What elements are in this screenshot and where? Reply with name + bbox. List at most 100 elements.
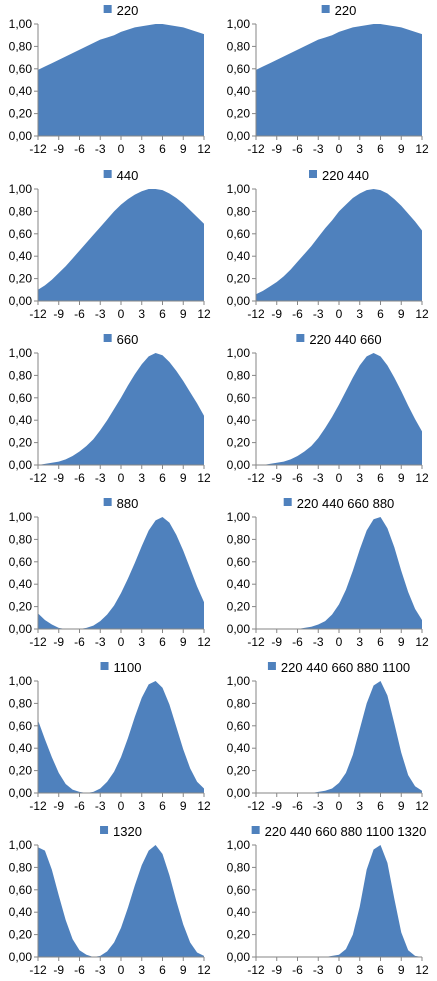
x-tick-label: 12 [415, 635, 429, 649]
x-tick-label: 6 [377, 307, 384, 321]
x-tick-label: -6 [292, 635, 303, 649]
x-tick-label: -9 [53, 307, 64, 321]
x-tick-label: 9 [180, 471, 187, 485]
y-tick-label: 0,40 [227, 905, 251, 919]
legend-label: 220 440 660 [309, 332, 381, 347]
legend-label: 660 [117, 332, 139, 347]
x-tick-label: -6 [74, 471, 85, 485]
x-tick-label: 3 [356, 142, 363, 156]
y-tick-label: 0,80 [9, 368, 33, 382]
x-tick-label: -9 [53, 471, 64, 485]
x-tick-label: -6 [74, 142, 85, 156]
y-tick-label: 0,60 [227, 555, 251, 569]
y-tick-label: 0,40 [227, 741, 251, 755]
legend-label: 220 440 [322, 168, 369, 183]
area-series [256, 517, 422, 629]
area-series [38, 681, 204, 793]
x-tick-label: 12 [415, 963, 429, 977]
y-tick-label: 0,40 [227, 249, 251, 263]
chart-5: 660 0,00 0,20 0,40 0,60 0,80 1,00 -12 -9 -6 -3 0 3 6 9… [9, 332, 211, 485]
x-tick-label: -12 [247, 307, 265, 321]
y-tick-label: 0,20 [227, 272, 251, 286]
y-tick-label: 1,00 [9, 182, 33, 196]
y-tick-label: 1,00 [227, 510, 251, 524]
x-tick-label: 12 [197, 307, 211, 321]
x-tick-label: 9 [398, 799, 405, 813]
x-tick-label: 0 [118, 635, 125, 649]
area-series [38, 353, 204, 465]
x-tick-label: 0 [118, 307, 125, 321]
x-tick-label: 9 [180, 635, 187, 649]
area-series [38, 845, 204, 957]
x-tick-label: 9 [398, 635, 405, 649]
x-tick-label: -12 [29, 142, 47, 156]
y-tick-label: 0,40 [9, 249, 33, 263]
x-tick-label: 12 [197, 963, 211, 977]
x-tick-label: -12 [29, 471, 47, 485]
y-tick-label: 0,20 [9, 107, 33, 121]
x-tick-label: -12 [247, 799, 265, 813]
x-tick-label: -9 [271, 635, 282, 649]
y-tick-label: 0,60 [9, 555, 33, 569]
y-tick-label: 0,60 [9, 719, 33, 733]
x-tick-label: 3 [356, 471, 363, 485]
y-tick-label: 1,00 [227, 346, 251, 360]
legend-swatch [103, 5, 112, 13]
x-tick-label: 6 [377, 635, 384, 649]
x-tick-label: 12 [197, 635, 211, 649]
y-tick-label: 0,80 [9, 696, 33, 710]
legend-swatch [103, 498, 112, 506]
x-tick-label: -12 [247, 142, 265, 156]
x-tick-label: -3 [95, 635, 106, 649]
y-tick-label: 0,20 [9, 928, 33, 942]
x-tick-label: 9 [398, 963, 405, 977]
legend-swatch [296, 334, 305, 342]
x-tick-label: 0 [118, 963, 125, 977]
x-tick-label: 9 [398, 307, 405, 321]
x-tick-label: -6 [292, 799, 303, 813]
x-tick-label: -9 [53, 142, 64, 156]
legend-label: 220 440 660 880 1100 1320 [265, 824, 427, 839]
area-series [38, 517, 204, 629]
x-tick-label: 6 [377, 963, 384, 977]
x-tick-label: 6 [159, 142, 166, 156]
x-tick-label: -9 [271, 307, 282, 321]
area-series [256, 189, 422, 301]
chart-11: 1320 0,00 0,20 0,40 0,60 0,80 1,00 -12 -9 -6 -3 0 3 6… [9, 824, 211, 977]
x-tick-label: 12 [197, 799, 211, 813]
x-tick-label: -12 [29, 799, 47, 813]
y-tick-label: 0,00 [9, 129, 33, 143]
x-tick-label: 9 [180, 142, 187, 156]
y-tick-label: 0,20 [227, 600, 251, 614]
legend-label: 1100 [114, 660, 142, 675]
y-tick-label: 0,80 [9, 204, 33, 218]
legend-label: 440 [117, 168, 139, 183]
x-tick-label: 0 [336, 963, 343, 977]
chart-1: 220 0,00 0,20 0,40 0,60 0,80 1,00 -12 -9 -6 -3 0 3 6 9… [9, 3, 211, 156]
y-tick-label: 0,20 [9, 764, 33, 778]
x-tick-label: -12 [247, 963, 265, 977]
x-tick-label: 6 [159, 799, 166, 813]
x-tick-label: 3 [138, 799, 145, 813]
legend-swatch [267, 662, 276, 670]
x-tick-label: -6 [74, 799, 85, 813]
chart-3: 440 0,00 0,20 0,40 0,60 0,80 1,00 -12 -9 -6 -3 0 3 6 9… [9, 168, 211, 321]
legend-swatch [309, 170, 317, 178]
x-tick-label: 9 [398, 471, 405, 485]
y-tick-label: 0,20 [227, 107, 251, 121]
y-tick-label: 0,60 [9, 227, 33, 241]
x-tick-label: 3 [138, 307, 145, 321]
y-tick-label: 1,00 [227, 182, 251, 196]
y-tick-label: 0,00 [227, 622, 251, 636]
legend-label: 1320 [113, 824, 142, 839]
y-tick-label: 0,60 [9, 391, 33, 405]
y-tick-label: 0,40 [9, 413, 33, 427]
x-tick-label: 9 [180, 799, 187, 813]
x-tick-label: 0 [336, 471, 343, 485]
chart-4: 220 440 0,00 0,20 0,40 0,60 0,80 1,00 -12 -9 -6 -3… [227, 168, 429, 321]
x-tick-label: 0 [336, 635, 343, 649]
x-tick-label: 12 [415, 307, 429, 321]
x-tick-label: 0 [336, 307, 343, 321]
x-tick-label: 0 [336, 799, 343, 813]
